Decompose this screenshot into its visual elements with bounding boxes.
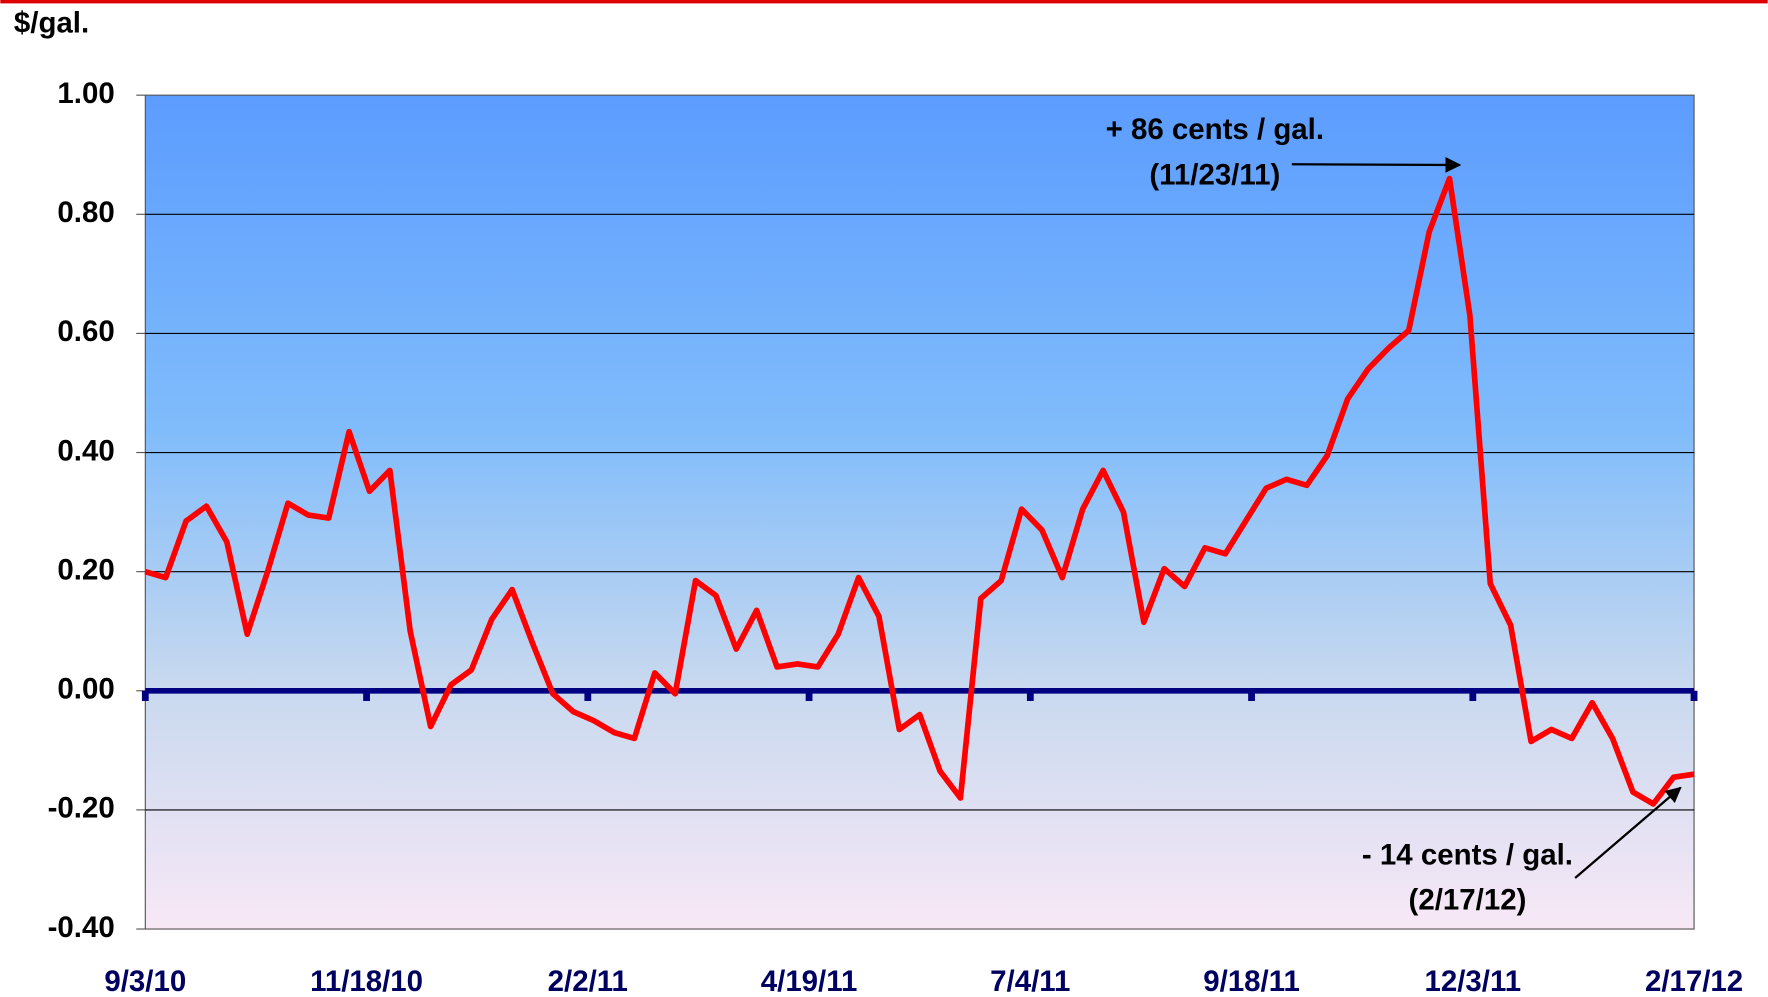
annotation: (2/17/12) — [1409, 884, 1527, 917]
x-tick — [805, 690, 813, 701]
annotation: - 14 cents / gal. — [1362, 838, 1573, 871]
annotation-arrow — [1574, 786, 1682, 879]
x-tick-label: 2/17/12 — [1645, 965, 1743, 997]
annotation: + 86 cents / gal. — [1106, 113, 1324, 146]
y-tick-label: 1.00 — [57, 77, 114, 110]
annotation: (11/23/11) — [1149, 159, 1280, 192]
x-tick-label: 9/18/11 — [1203, 965, 1300, 997]
plot-area — [144, 94, 1695, 930]
x-tick-label: 9/3/10 — [104, 965, 186, 997]
x-tick-label: 4/19/11 — [761, 965, 858, 997]
y-tick-label: -0.40 — [48, 911, 115, 944]
x-tick-label: 7/4/11 — [990, 965, 1070, 997]
x-tick — [1469, 690, 1477, 701]
x-tick — [584, 690, 592, 701]
line-series — [144, 175, 1695, 807]
annotation-arrow — [1291, 156, 1462, 173]
x-tick — [363, 690, 370, 701]
y-tick-label: 0.60 — [57, 315, 114, 348]
y-tick-label: 0.40 — [57, 434, 114, 467]
y-tick-label: 0.00 — [57, 673, 114, 706]
y-tick-label: 0.80 — [57, 196, 114, 229]
x-tick — [1690, 690, 1698, 701]
x-tick — [141, 690, 149, 701]
top-rule — [0, 0, 1768, 4]
x-tick — [1026, 690, 1034, 701]
x-tick-label: 2/2/11 — [548, 965, 628, 997]
x-tick — [1248, 690, 1255, 701]
y-tick-label: -0.20 — [48, 792, 115, 825]
y-tick-label: 0.20 — [57, 553, 114, 586]
x-tick-label: 11/18/10 — [310, 965, 423, 997]
x-tick-label: 12/3/11 — [1425, 965, 1522, 997]
y-axis-label: $/gal. — [14, 7, 89, 40]
